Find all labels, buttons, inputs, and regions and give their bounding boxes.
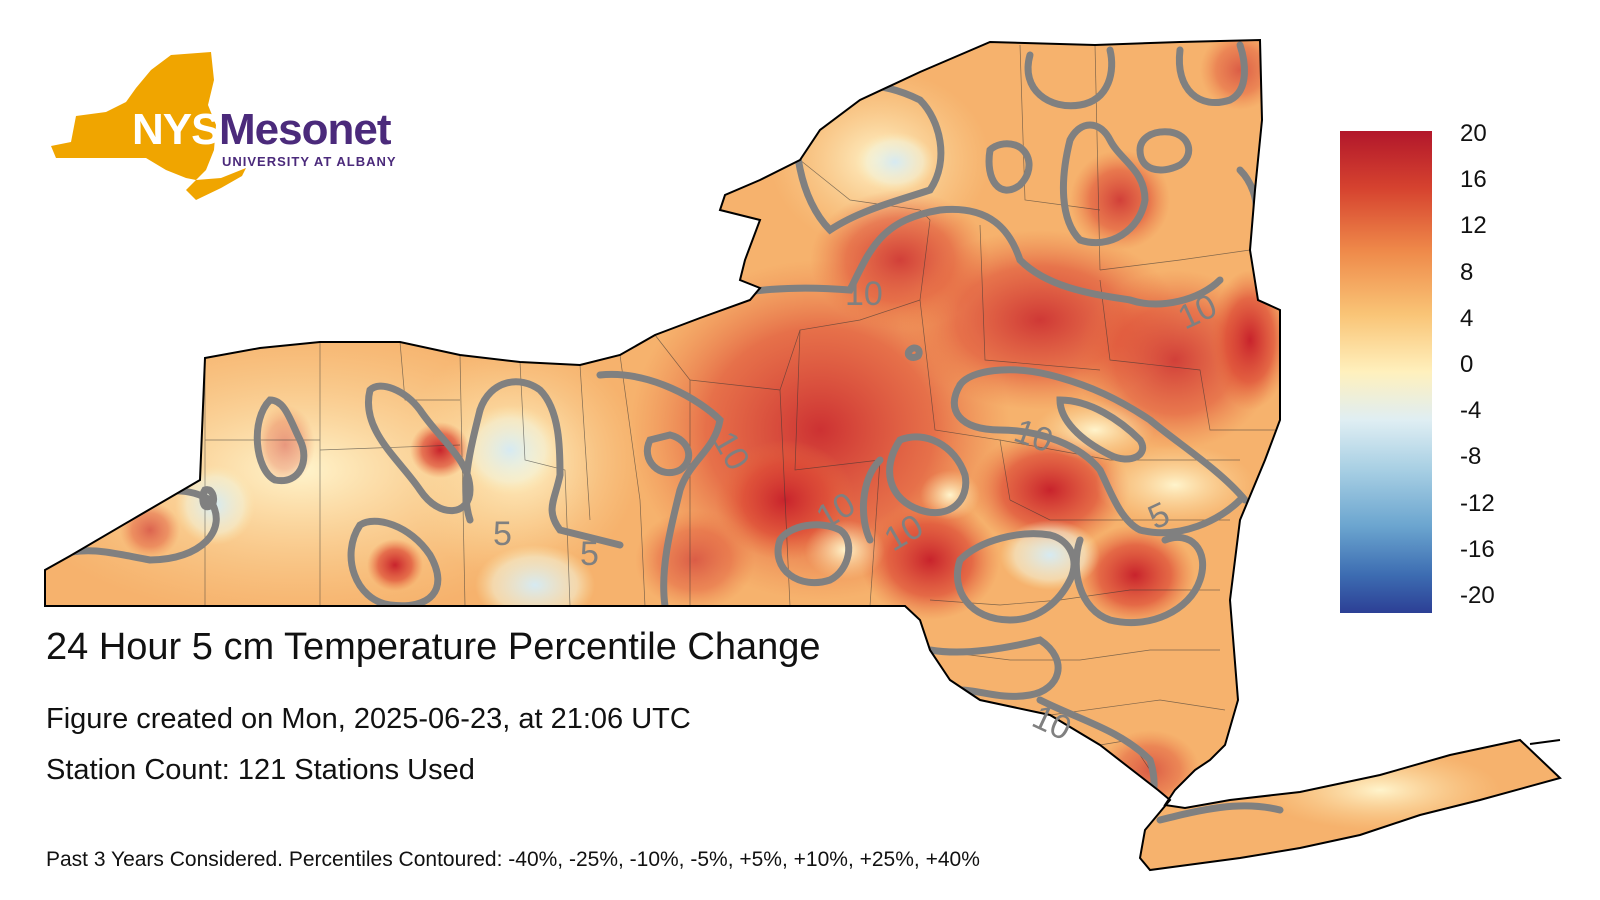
county-lines [204,44,1275,771]
colorbar-tick-label: -12 [1460,489,1495,517]
colorbar-tick-label: 20 [1460,120,1487,147]
colorbar-tick-label: 16 [1460,166,1487,194]
island-outline [1529,739,1561,745]
colorbar-tick-label: 0 [1460,351,1474,378]
logo-university-text: UNIVERSITY AT ALBANY [222,154,397,169]
contour-label: 0 [198,480,217,518]
colorbar-tick-label: 4 [1460,304,1474,332]
contour-label: 5 [580,535,599,573]
figure-title: 24 Hour 5 cm Temperature Percentile Chan… [46,626,821,668]
colorbar-tick-label: -4 [1460,397,1482,425]
colorbar-tick-label: 8 [1460,258,1474,286]
created-timestamp: Figure created on Mon, 2025-06-23, at 21… [46,703,691,735]
station-count: Station Count: 121 Stations Used [46,754,475,786]
colorbar [1340,131,1432,613]
footnote: Past 3 Years Considered. Percentiles Con… [46,848,980,871]
contour-lines [45,41,1284,834]
contour-label: 5 [493,515,512,553]
colorbar-tick-label: -16 [1460,535,1495,563]
nys-mesonet-logo: NYS Mesonet UNIVERSITY AT ALBANY [46,50,406,210]
colorbar-tick-label: 12 [1460,212,1487,240]
colorbar-tick-label: -20 [1460,582,1495,609]
contour-label: 10 [845,275,883,313]
logo-mesonet-text: Mesonet [219,105,391,154]
state-outline [44,38,1562,872]
logo-nys-text: NYS [132,105,220,154]
colorbar-tick-label: -8 [1460,443,1482,471]
ny-state-silhouette-icon [51,52,246,200]
